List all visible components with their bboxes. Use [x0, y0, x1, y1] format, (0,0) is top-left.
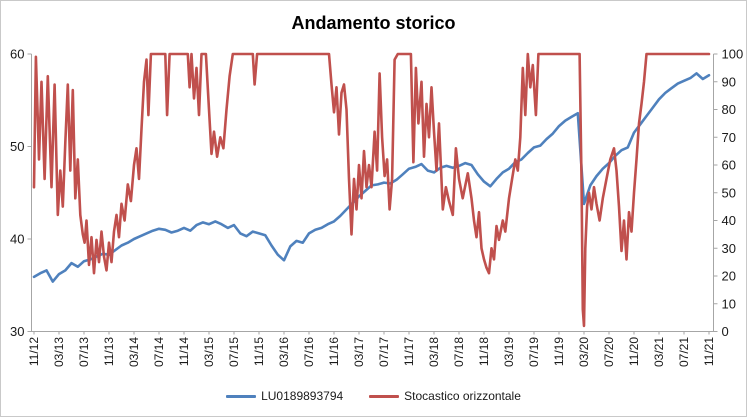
svg-text:07/14: 07/14 [152, 337, 166, 367]
svg-text:07/16: 07/16 [302, 337, 316, 367]
svg-text:07/18: 07/18 [452, 337, 466, 367]
svg-text:03/20: 03/20 [577, 337, 591, 367]
svg-text:11/18: 11/18 [477, 337, 491, 366]
svg-text:11/17: 11/17 [402, 337, 416, 366]
legend-item-fund: LU0189893794 [226, 389, 343, 403]
svg-text:03/13: 03/13 [52, 337, 66, 367]
svg-text:40: 40 [10, 232, 24, 247]
legend-item-stochastic: Stocastico orizzontale [369, 389, 521, 403]
svg-text:03/18: 03/18 [427, 337, 441, 367]
svg-text:11/20: 11/20 [627, 337, 641, 366]
svg-text:03/17: 03/17 [352, 337, 366, 367]
svg-text:100: 100 [722, 47, 744, 62]
svg-text:07/17: 07/17 [377, 337, 391, 367]
svg-text:40: 40 [722, 213, 736, 228]
svg-text:07/15: 07/15 [227, 337, 241, 367]
svg-text:11/21: 11/21 [702, 337, 716, 366]
svg-text:07/13: 07/13 [77, 337, 91, 367]
svg-text:03/16: 03/16 [277, 337, 291, 367]
svg-text:07/19: 07/19 [527, 337, 541, 367]
svg-text:50: 50 [722, 185, 736, 200]
svg-text:30: 30 [10, 324, 24, 339]
svg-text:50: 50 [10, 139, 24, 154]
svg-text:03/14: 03/14 [127, 337, 141, 367]
svg-text:70: 70 [722, 130, 736, 145]
legend-line-swatch-stochastic [369, 394, 400, 398]
svg-text:11/16: 11/16 [327, 337, 341, 366]
svg-text:60: 60 [10, 47, 24, 62]
svg-text:03/15: 03/15 [202, 337, 216, 367]
svg-text:20: 20 [722, 269, 736, 284]
svg-text:11/12: 11/12 [27, 337, 41, 366]
svg-text:07/20: 07/20 [602, 337, 616, 367]
svg-text:11/15: 11/15 [252, 337, 266, 366]
svg-text:0: 0 [722, 324, 729, 339]
svg-text:11/14: 11/14 [177, 337, 191, 366]
svg-text:03/19: 03/19 [502, 337, 516, 367]
svg-text:07/21: 07/21 [677, 337, 691, 367]
svg-text:11/19: 11/19 [552, 337, 566, 366]
svg-text:10: 10 [722, 296, 736, 311]
legend-line-swatch-fund [226, 394, 257, 398]
svg-text:60: 60 [722, 158, 736, 173]
legend-label-stochastic: Stocastico orizzontale [404, 389, 521, 403]
legend-label-fund: LU0189893794 [261, 389, 344, 403]
svg-text:11/13: 11/13 [102, 337, 116, 366]
chart-title: Andamento storico [291, 13, 456, 33]
svg-text:90: 90 [722, 74, 736, 89]
svg-text:80: 80 [722, 102, 736, 117]
svg-text:03/21: 03/21 [652, 337, 666, 367]
chart-legend: LU0189893794 Stocastico orizzontale [1, 389, 746, 403]
svg-text:30: 30 [722, 241, 736, 256]
